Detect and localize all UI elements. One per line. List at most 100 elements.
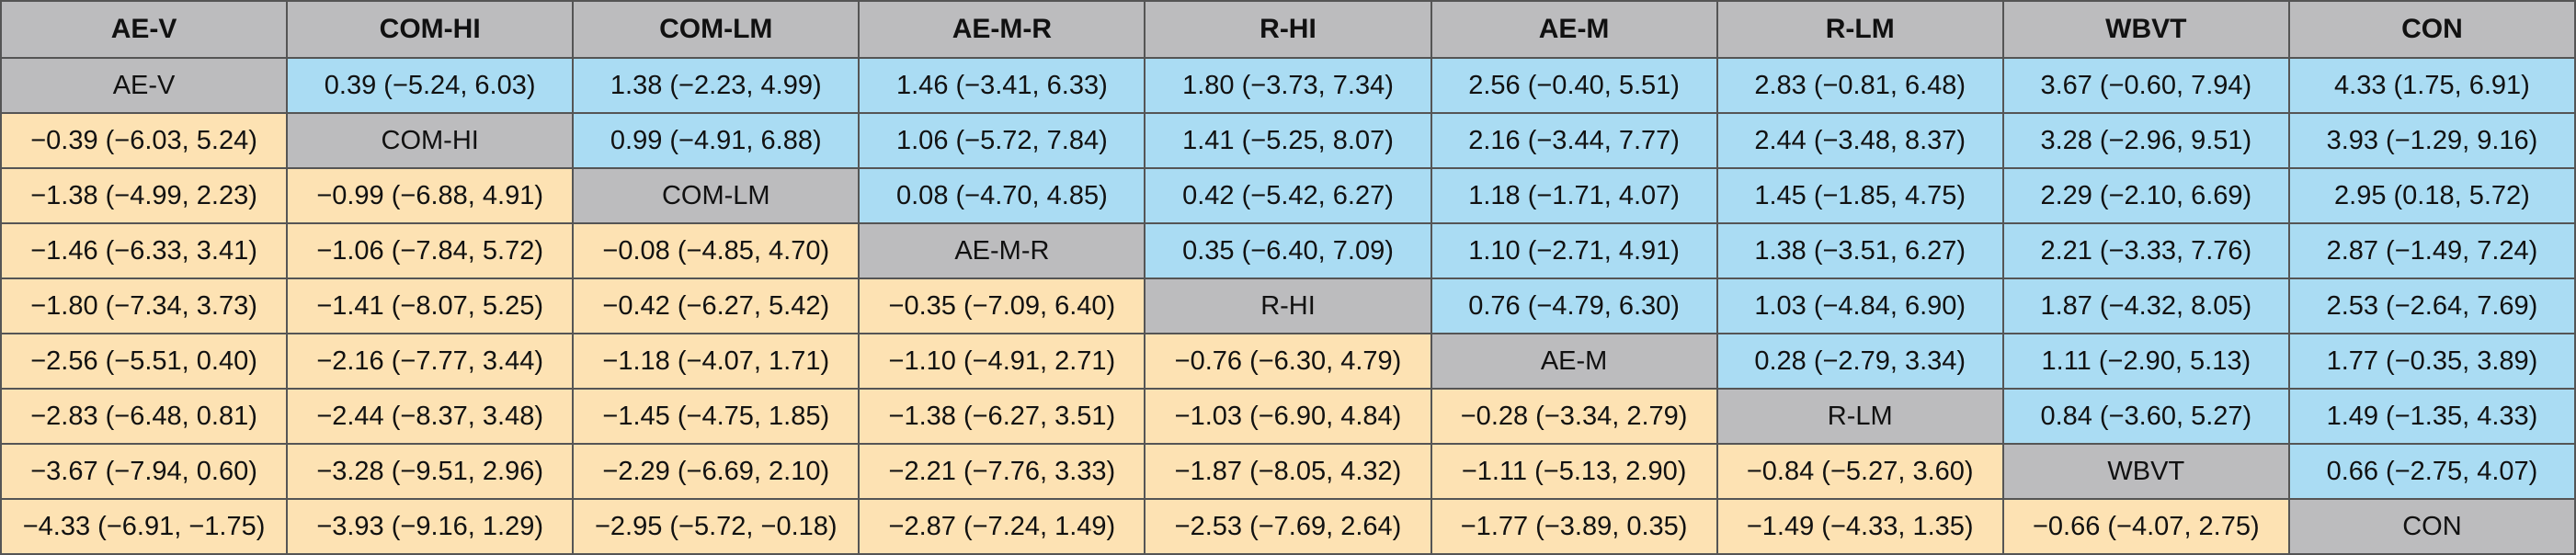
column-header: AE-M-R [858, 0, 1146, 59]
lower-comparison-cell: −1.11 (−5.13, 2.90) [1430, 443, 1718, 500]
upper-comparison-cell: 1.80 (−3.73, 7.34) [1144, 57, 1432, 114]
upper-comparison-cell: 1.38 (−2.23, 4.99) [572, 57, 861, 114]
upper-comparison-cell: 1.49 (−1.35, 4.33) [2287, 388, 2576, 445]
upper-comparison-cell: 2.56 (−0.40, 5.51) [1430, 57, 1718, 114]
lower-comparison-cell: −1.41 (−8.07, 5.25) [286, 278, 575, 334]
lower-comparison-cell: −1.80 (−7.34, 3.73) [0, 278, 289, 334]
lower-comparison-cell: −3.67 (−7.94, 0.60) [0, 443, 289, 500]
table-body: AE-V 0.39 (−5.24, 6.03) 1.38 (−2.23, 4.99)… [0, 57, 2576, 555]
lower-comparison-cell: −1.10 (−4.91, 2.71) [858, 333, 1146, 390]
lower-comparison-cell: −1.45 (−4.75, 1.85) [572, 388, 861, 445]
table-row: −0.39 (−6.03, 5.24) COM-HI 0.99 (−4.91, 6.… [0, 112, 2576, 169]
diagonal-label-cell: COM-LM [572, 167, 861, 224]
column-header: R-HI [1144, 0, 1432, 59]
table-row: −1.46 (−6.33, 3.41) −1.06 (−7.84, 5.72) −0… [0, 222, 2576, 279]
lower-comparison-cell: −2.56 (−5.51, 0.40) [0, 333, 289, 390]
lower-comparison-cell: −1.38 (−4.99, 2.23) [0, 167, 289, 224]
lower-comparison-cell: −2.21 (−7.76, 3.33) [858, 443, 1146, 500]
upper-comparison-cell: 2.53 (−2.64, 7.69) [2287, 278, 2576, 334]
lower-comparison-cell: −0.84 (−5.27, 3.60) [1715, 443, 2004, 500]
upper-comparison-cell: 1.10 (−2.71, 4.91) [1430, 222, 1718, 279]
diagonal-label-cell: R-HI [1144, 278, 1432, 334]
column-header: AE-V [0, 0, 289, 59]
upper-comparison-cell: 1.18 (−1.71, 4.07) [1430, 167, 1718, 224]
table-row: −4.33 (−6.91, −1.75) −3.93 (−9.16, 1.29) −… [0, 498, 2576, 555]
upper-comparison-cell: 2.21 (−3.33, 7.76) [2001, 222, 2290, 279]
column-header: CON [2287, 0, 2576, 59]
table-row: −1.38 (−4.99, 2.23) −0.99 (−6.88, 4.91) CO… [0, 167, 2576, 224]
upper-comparison-cell: 1.03 (−4.84, 6.90) [1715, 278, 2004, 334]
upper-comparison-cell: 0.84 (−3.60, 5.27) [2001, 388, 2290, 445]
column-header: R-LM [1715, 0, 2004, 59]
table-row: AE-V 0.39 (−5.24, 6.03) 1.38 (−2.23, 4.99)… [0, 57, 2576, 114]
lower-comparison-cell: −2.16 (−7.77, 3.44) [286, 333, 575, 390]
lower-comparison-cell: −1.06 (−7.84, 5.72) [286, 222, 575, 279]
upper-comparison-cell: 2.95 (0.18, 5.72) [2287, 167, 2576, 224]
upper-comparison-cell: 1.41 (−5.25, 8.07) [1144, 112, 1432, 169]
diagonal-label-cell: AE-M [1430, 333, 1718, 390]
upper-comparison-cell: 1.11 (−2.90, 5.13) [2001, 333, 2290, 390]
upper-comparison-cell: 2.83 (−0.81, 6.48) [1715, 57, 2004, 114]
lower-comparison-cell: −4.33 (−6.91, −1.75) [0, 498, 289, 555]
table-header: AE-V COM-HI COM-LM AE-M-R R-HI AE-M R-LM WBVT CO… [0, 0, 2576, 59]
upper-comparison-cell: 1.45 (−1.85, 4.75) [1715, 167, 2004, 224]
upper-comparison-cell: 0.42 (−5.42, 6.27) [1144, 167, 1432, 224]
upper-comparison-cell: 3.93 (−1.29, 9.16) [2287, 112, 2576, 169]
upper-comparison-cell: 1.38 (−3.51, 6.27) [1715, 222, 2004, 279]
upper-comparison-cell: 3.28 (−2.96, 9.51) [2001, 112, 2290, 169]
upper-comparison-cell: 0.28 (−2.79, 3.34) [1715, 333, 2004, 390]
lower-comparison-cell: −3.28 (−9.51, 2.96) [286, 443, 575, 500]
table-row: −2.83 (−6.48, 0.81) −2.44 (−8.37, 3.48) −1… [0, 388, 2576, 445]
lower-comparison-cell: −1.87 (−8.05, 4.32) [1144, 443, 1432, 500]
upper-comparison-cell: 0.39 (−5.24, 6.03) [286, 57, 575, 114]
diagonal-label-cell: AE-M-R [858, 222, 1146, 279]
lower-comparison-cell: −0.35 (−7.09, 6.40) [858, 278, 1146, 334]
lower-comparison-cell: −0.28 (−3.34, 2.79) [1430, 388, 1718, 445]
upper-comparison-cell: 0.08 (−4.70, 4.85) [858, 167, 1146, 224]
header-row: AE-V COM-HI COM-LM AE-M-R R-HI AE-M R-LM WBVT CO… [0, 0, 2576, 59]
upper-comparison-cell: 2.16 (−3.44, 7.77) [1430, 112, 1718, 169]
column-header: AE-M [1430, 0, 1718, 59]
upper-comparison-cell: 3.67 (−0.60, 7.94) [2001, 57, 2290, 114]
lower-comparison-cell: −1.03 (−6.90, 4.84) [1144, 388, 1432, 445]
upper-comparison-cell: 1.77 (−0.35, 3.89) [2287, 333, 2576, 390]
diagonal-label-cell: R-LM [1715, 388, 2004, 445]
upper-comparison-cell: 2.44 (−3.48, 8.37) [1715, 112, 2004, 169]
diagonal-label-cell: WBVT [2001, 443, 2290, 500]
lower-comparison-cell: −1.18 (−4.07, 1.71) [572, 333, 861, 390]
lower-comparison-cell: −1.46 (−6.33, 3.41) [0, 222, 289, 279]
lower-comparison-cell: −0.76 (−6.30, 4.79) [1144, 333, 1432, 390]
diagonal-label-cell: COM-HI [286, 112, 575, 169]
column-header: COM-LM [572, 0, 861, 59]
upper-comparison-cell: 1.87 (−4.32, 8.05) [2001, 278, 2290, 334]
lower-comparison-cell: −0.99 (−6.88, 4.91) [286, 167, 575, 224]
lower-comparison-cell: −1.49 (−4.33, 1.35) [1715, 498, 2004, 555]
lower-comparison-cell: −0.08 (−4.85, 4.70) [572, 222, 861, 279]
column-header: COM-HI [286, 0, 575, 59]
upper-comparison-cell: 0.35 (−6.40, 7.09) [1144, 222, 1432, 279]
lower-comparison-cell: −1.77 (−3.89, 0.35) [1430, 498, 1718, 555]
upper-comparison-cell: 1.06 (−5.72, 7.84) [858, 112, 1146, 169]
column-header: WBVT [2001, 0, 2290, 59]
upper-comparison-cell: 2.87 (−1.49, 7.24) [2287, 222, 2576, 279]
table-row: −3.67 (−7.94, 0.60) −3.28 (−9.51, 2.96) −2… [0, 443, 2576, 500]
lower-comparison-cell: −1.38 (−6.27, 3.51) [858, 388, 1146, 445]
diagonal-label-cell: CON [2287, 498, 2576, 555]
lower-comparison-cell: −3.93 (−9.16, 1.29) [286, 498, 575, 555]
lower-comparison-cell: −2.29 (−6.69, 2.10) [572, 443, 861, 500]
upper-comparison-cell: 0.76 (−4.79, 6.30) [1430, 278, 1718, 334]
lower-comparison-cell: −0.66 (−4.07, 2.75) [2001, 498, 2290, 555]
upper-comparison-cell: 0.66 (−2.75, 4.07) [2287, 443, 2576, 500]
table-row: −1.80 (−7.34, 3.73) −1.41 (−8.07, 5.25) −0… [0, 278, 2576, 334]
lower-comparison-cell: −2.83 (−6.48, 0.81) [0, 388, 289, 445]
table-row: −2.56 (−5.51, 0.40) −2.16 (−7.77, 3.44) −1… [0, 333, 2576, 390]
lower-comparison-cell: −2.44 (−8.37, 3.48) [286, 388, 575, 445]
lower-comparison-cell: −2.87 (−7.24, 1.49) [858, 498, 1146, 555]
upper-comparison-cell: 1.46 (−3.41, 6.33) [858, 57, 1146, 114]
upper-comparison-cell: 4.33 (1.75, 6.91) [2287, 57, 2576, 114]
upper-comparison-cell: 2.29 (−2.10, 6.69) [2001, 167, 2290, 224]
lower-comparison-cell: −2.53 (−7.69, 2.64) [1144, 498, 1432, 555]
lower-comparison-cell: −0.39 (−6.03, 5.24) [0, 112, 289, 169]
lower-comparison-cell: −2.95 (−5.72, −0.18) [572, 498, 861, 555]
